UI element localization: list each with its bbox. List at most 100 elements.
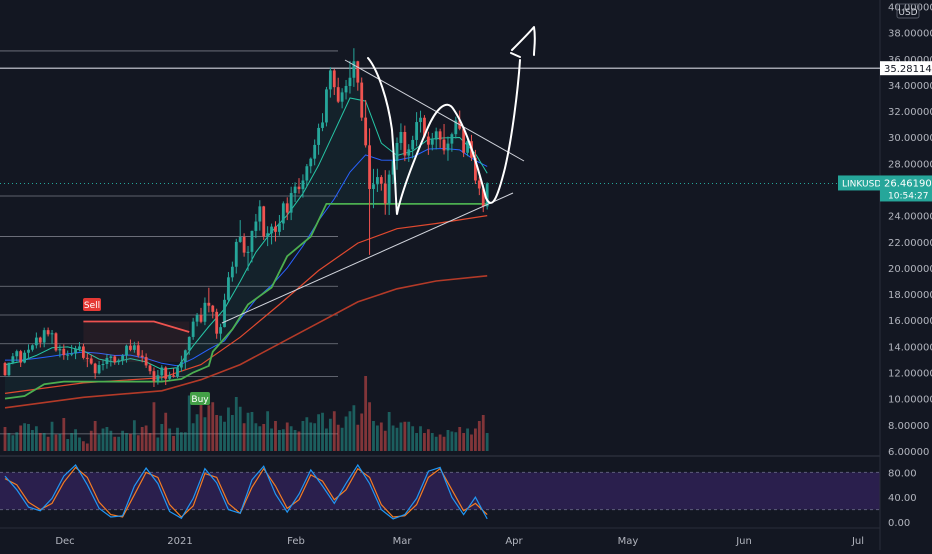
candle-body[interactable]: [434, 131, 438, 140]
candle-body[interactable]: [78, 346, 81, 349]
candle-body[interactable]: [230, 266, 234, 278]
candle-body[interactable]: [85, 357, 89, 359]
candle-body[interactable]: [160, 367, 164, 376]
candle-body[interactable]: [148, 365, 152, 372]
candle-body[interactable]: [140, 355, 144, 358]
candle-body[interactable]: [477, 180, 481, 189]
candle-body[interactable]: [203, 302, 207, 322]
candle-body[interactable]: [34, 337, 38, 346]
candle-body[interactable]: [379, 177, 383, 184]
candle-body[interactable]: [168, 375, 172, 379]
candle-body[interactable]: [387, 174, 391, 204]
candle-body[interactable]: [211, 305, 215, 312]
candle-body[interactable]: [446, 143, 450, 151]
candle-body[interactable]: [466, 141, 469, 153]
candle-body[interactable]: [340, 92, 344, 102]
candle-body[interactable]: [281, 203, 285, 224]
candle-body[interactable]: [136, 345, 140, 356]
candle-body[interactable]: [82, 346, 85, 358]
candle-body[interactable]: [411, 139, 415, 150]
candle-body[interactable]: [364, 117, 368, 146]
candle-body[interactable]: [199, 314, 203, 322]
candle-body[interactable]: [238, 236, 242, 242]
candle-body[interactable]: [215, 311, 219, 334]
candle-body[interactable]: [46, 330, 50, 335]
candle-body[interactable]: [328, 70, 332, 90]
candle-body[interactable]: [415, 122, 418, 140]
candle-body[interactable]: [227, 277, 230, 300]
candle-body[interactable]: [289, 193, 293, 213]
candle-body[interactable]: [207, 302, 211, 306]
candle-body[interactable]: [27, 349, 30, 353]
candle-body[interactable]: [254, 221, 258, 231]
candle-body[interactable]: [62, 348, 66, 356]
candle-body[interactable]: [223, 299, 226, 328]
candle-body[interactable]: [246, 251, 250, 253]
candle-body[interactable]: [462, 128, 466, 153]
candle-body[interactable]: [293, 186, 297, 194]
candle-body[interactable]: [309, 158, 313, 167]
candle-body[interactable]: [129, 345, 132, 350]
candle-body[interactable]: [474, 157, 477, 181]
candle-body[interactable]: [234, 241, 238, 267]
candle-body[interactable]: [58, 348, 62, 351]
candle-body[interactable]: [376, 177, 379, 185]
candle-body[interactable]: [93, 363, 97, 374]
candle-body[interactable]: [11, 356, 15, 363]
candle-body[interactable]: [407, 149, 411, 156]
candle-body[interactable]: [442, 139, 446, 151]
candle-body[interactable]: [419, 117, 422, 123]
candle-body[interactable]: [372, 184, 375, 189]
candle-body[interactable]: [481, 188, 485, 207]
candle-body[interactable]: [430, 139, 434, 145]
candle-body[interactable]: [360, 82, 364, 118]
candle-body[interactable]: [125, 345, 128, 356]
candle-body[interactable]: [3, 363, 7, 376]
descending-trendline[interactable]: [344, 59, 525, 162]
candle-body[interactable]: [132, 345, 136, 350]
candle-body[interactable]: [383, 183, 387, 204]
candle-body[interactable]: [348, 77, 352, 86]
candle-body[interactable]: [97, 365, 101, 374]
candle-body[interactable]: [297, 186, 301, 190]
candle-body[interactable]: [352, 61, 356, 78]
candle-body[interactable]: [274, 226, 277, 232]
candle-body[interactable]: [313, 144, 317, 159]
candle-body[interactable]: [336, 87, 340, 102]
candle-body[interactable]: [258, 206, 262, 222]
candle-body[interactable]: [70, 353, 74, 355]
candle-body[interactable]: [266, 233, 270, 237]
candle-body[interactable]: [176, 367, 179, 377]
candle-body[interactable]: [285, 203, 289, 213]
candle-body[interactable]: [113, 356, 117, 363]
candle-body[interactable]: [485, 183, 489, 207]
candle-body[interactable]: [219, 327, 222, 334]
candle-body[interactable]: [19, 351, 23, 363]
candle-body[interactable]: [191, 321, 195, 337]
candle-body[interactable]: [395, 142, 399, 162]
candle-body[interactable]: [317, 127, 320, 145]
candle-body[interactable]: [187, 336, 191, 351]
candle-body[interactable]: [121, 355, 124, 361]
candle-body[interactable]: [15, 351, 19, 357]
candle-body[interactable]: [450, 134, 454, 144]
candle-body[interactable]: [42, 330, 46, 343]
candle-body[interactable]: [144, 357, 148, 366]
candle-body[interactable]: [426, 136, 430, 145]
currency-label[interactable]: USD: [898, 8, 917, 18]
candle-body[interactable]: [250, 230, 254, 252]
candle-body[interactable]: [7, 362, 11, 376]
candle-body[interactable]: [117, 360, 121, 363]
candle-body[interactable]: [195, 314, 199, 322]
candle-body[interactable]: [89, 358, 93, 364]
candle-body[interactable]: [156, 375, 160, 382]
candle-body[interactable]: [50, 333, 54, 335]
candle-body[interactable]: [183, 350, 187, 362]
candle-body[interactable]: [164, 367, 168, 379]
candle-body[interactable]: [109, 356, 113, 358]
candle-body[interactable]: [242, 236, 246, 253]
candle-body[interactable]: [180, 361, 183, 368]
candle-body[interactable]: [332, 70, 336, 88]
candle-body[interactable]: [438, 131, 442, 140]
